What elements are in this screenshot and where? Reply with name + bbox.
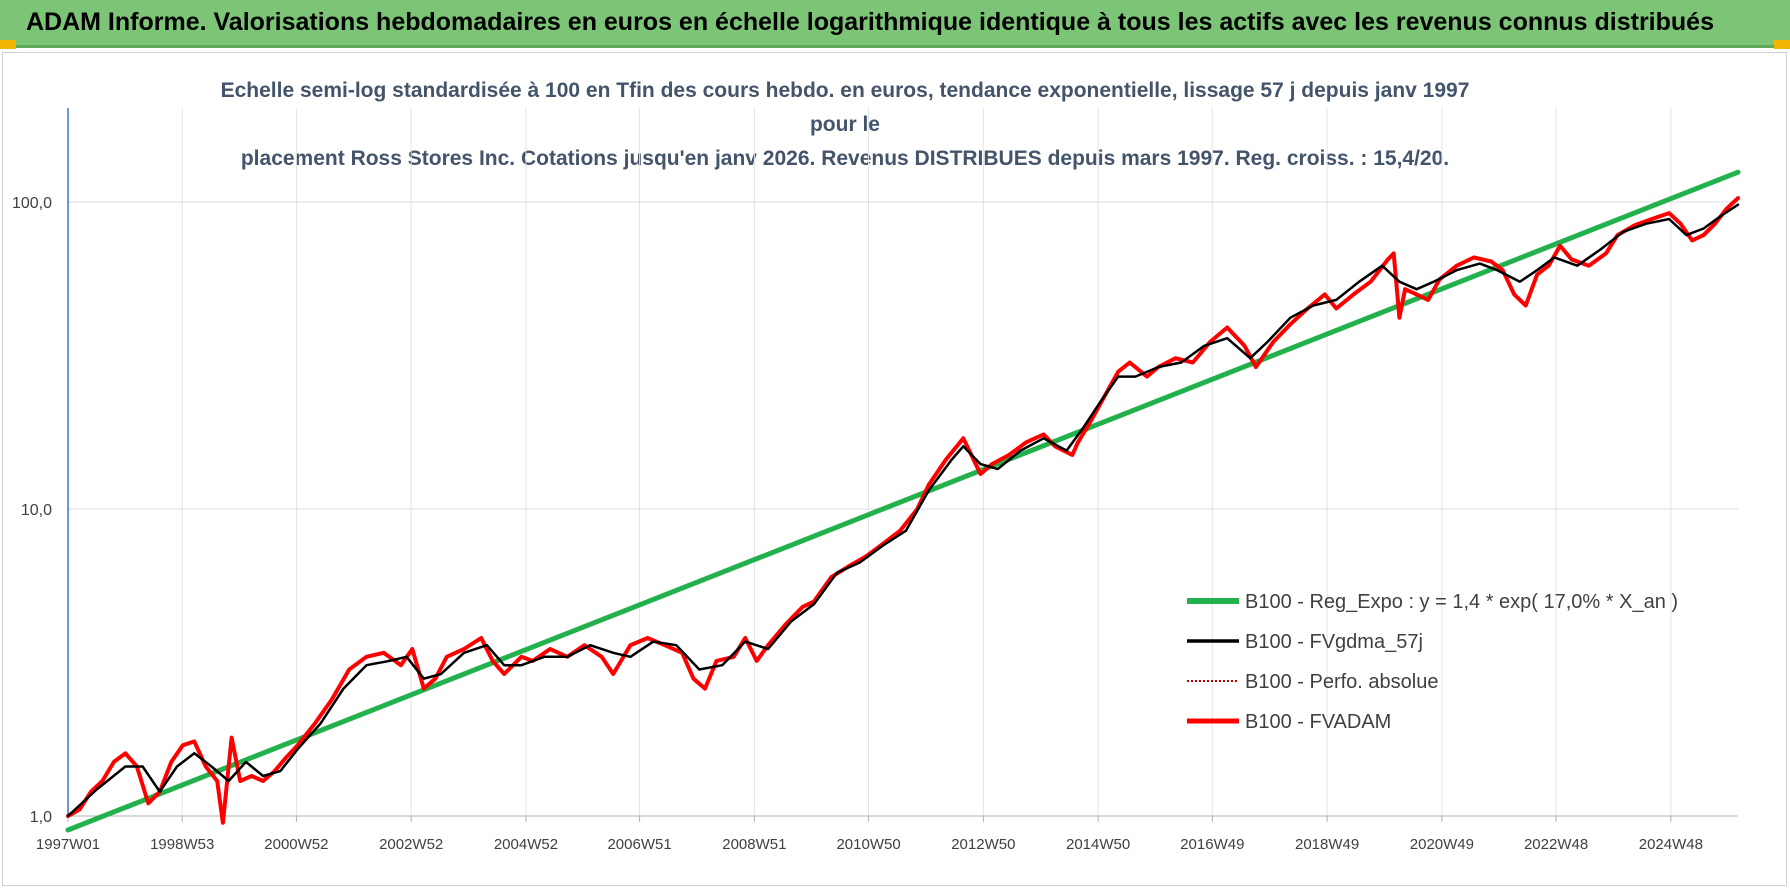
x-tick-label: 2020W49 [1410,836,1474,853]
chart-title: Echelle semi-log standardisée à 100 en T… [200,74,1490,176]
corner-marker-top-left [0,40,16,49]
x-tick-label: 2024W48 [1639,836,1703,853]
corner-marker-top-right [1774,40,1790,49]
x-tick-label: 2006W51 [607,836,671,853]
x-tick-label: 1998W53 [150,836,214,853]
x-tick-label: 2010W50 [836,836,900,853]
page-title: ADAM Informe. Valorisations hebdomadaire… [26,8,1714,36]
x-tick-label: 2012W50 [951,836,1015,853]
x-tick-label: 2002W52 [379,836,443,853]
x-tick-label: 2018W49 [1295,836,1359,853]
series-line-3 [66,196,1740,825]
x-tick-label: 1997W01 [36,836,100,853]
x-tick-label: 2016W49 [1180,836,1244,853]
y-tick-label: 100,0 [12,195,52,212]
legend-label: B100 - Perfo. absolue [1245,671,1438,693]
legend-label: B100 - FVgdma_57j [1245,631,1423,653]
x-tick-label: 2000W52 [264,836,328,853]
x-tick-label: 2014W50 [1066,836,1130,853]
chart-title-line-2: placement Ross Stores Inc. Cotations jus… [240,147,1450,170]
chart-frame [2,52,1787,886]
series-line-0 [65,169,1741,833]
y-tick-label: 10,0 [21,502,52,519]
y-tick-label: 1,0 [30,809,52,826]
legend-label: B100 - Reg_Expo : y = 1,4 * exp( 17,0% *… [1245,591,1678,613]
x-tick-label: 2008W51 [722,836,786,853]
x-tick-label: 2004W52 [494,836,558,853]
header-banner: ADAM Informe. Valorisations hebdomadaire… [0,0,1790,48]
chart-title-line-1: Echelle semi-log standardisée à 100 en T… [220,79,1470,136]
series-line-1 [66,203,1740,818]
legend-label: B100 - FVADAM [1245,711,1391,733]
x-tick-label: 2022W48 [1524,836,1588,853]
